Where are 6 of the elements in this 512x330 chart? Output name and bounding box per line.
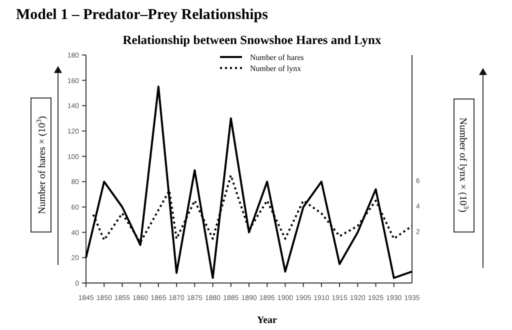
chart-subtitle: Relationship between Snowshoe Hares and Lynx [122,33,382,47]
line-series [85,86,413,279]
legend-label: Number of hares [250,53,304,62]
legend-label: Number of lynx [250,64,302,73]
x-axis-title: Year [257,315,278,326]
chart-title: Model 1 – Predator–Prey Relationships [16,7,268,23]
